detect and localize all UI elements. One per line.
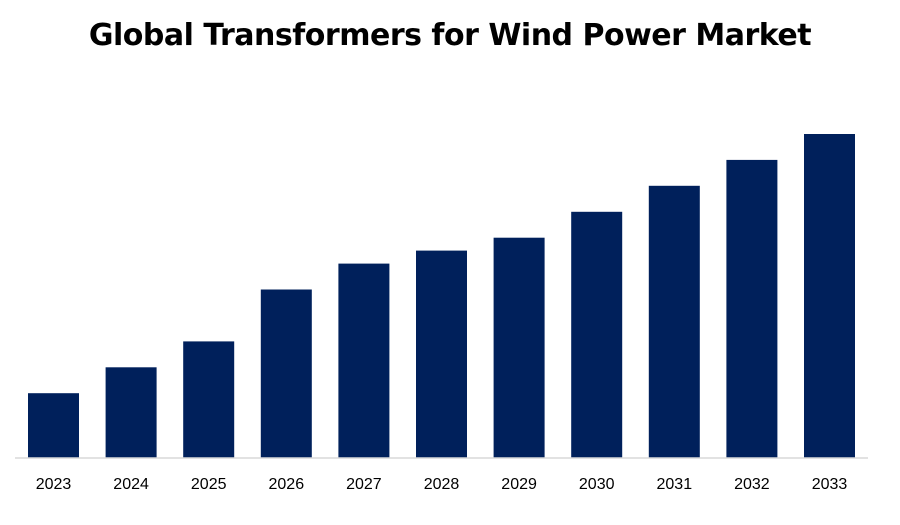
bar-2033 — [804, 134, 855, 458]
bar-2025 — [183, 341, 235, 458]
bar-2028 — [416, 250, 467, 458]
bar-2027 — [338, 263, 390, 458]
bar-2030 — [571, 211, 623, 458]
bar-2024 — [105, 367, 157, 458]
bar-2026 — [260, 289, 312, 458]
x-tick-label-2028: 2028 — [424, 476, 460, 493]
x-tick-label-2024: 2024 — [113, 476, 149, 493]
bar-2032 — [726, 159, 778, 458]
x-tick-label-2032: 2032 — [734, 476, 770, 493]
x-tick-label-2033: 2033 — [812, 476, 848, 493]
x-tick-label-2031: 2031 — [657, 476, 693, 493]
bar-2029 — [493, 237, 545, 458]
x-tick-labels: 2023 2024 2025 2026 2027 2028 2029 2030 2031 2032… — [36, 476, 848, 493]
bar-2023 — [28, 393, 79, 458]
bar-2031 — [648, 185, 700, 459]
bars-group — [28, 134, 855, 459]
x-tick-label-2025: 2025 — [191, 476, 227, 493]
chart-title: Global Transformers for Wind Power Marke… — [88, 18, 812, 53]
x-tick-label-2026: 2026 — [269, 476, 305, 493]
x-tick-label-2030: 2030 — [579, 476, 615, 493]
x-tick-label-2027: 2027 — [346, 476, 382, 493]
x-tick-label-2023: 2023 — [36, 476, 72, 493]
x-tick-label-2029: 2029 — [501, 476, 537, 493]
